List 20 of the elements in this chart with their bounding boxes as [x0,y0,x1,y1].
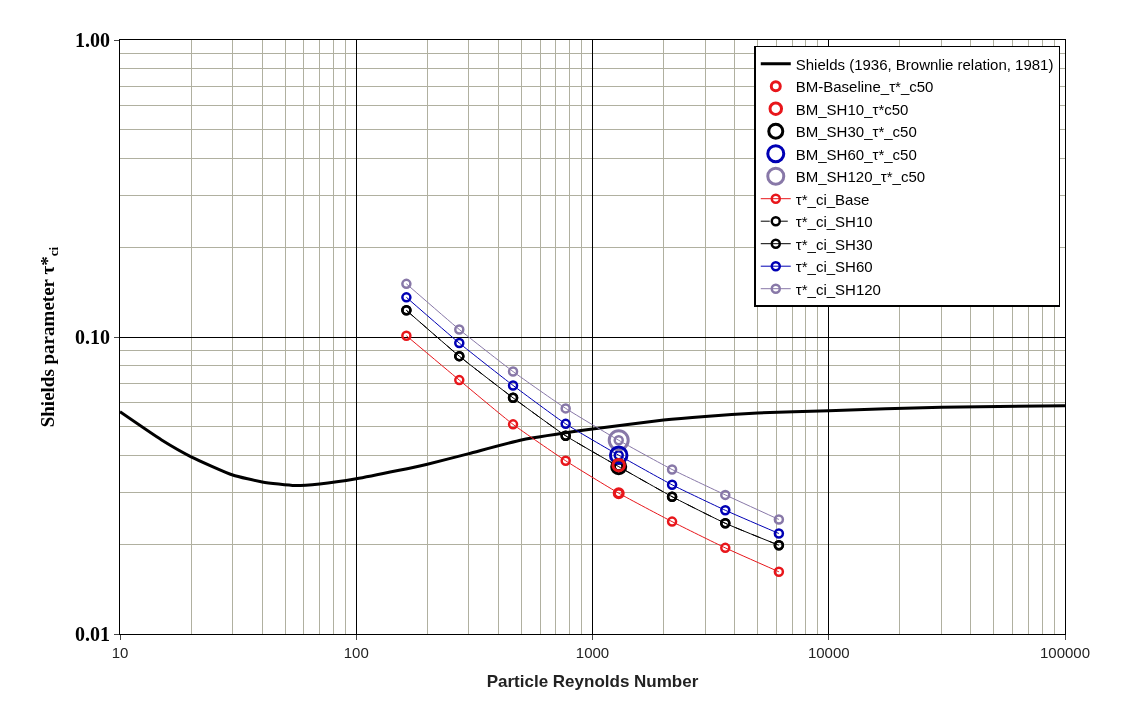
legend-label: τ*_ci_SH10 [795,213,873,231]
legend-label: τ*_ci_Base [795,190,870,208]
x-tick-label: 1000 [575,644,610,661]
x-tick-label: 10 [111,644,129,661]
x-axis-title: Particle Reynolds Number [486,672,699,692]
legend-label: Shields (1936, Brownlie relation, 1981) [795,55,1054,73]
x-tick-label: 100 [343,644,369,661]
legend-label: τ*_ci_SH60 [795,258,873,276]
legend-label: BM-Baseline_τ*_c50 [795,78,934,96]
legend-label: BM_SH60_τ*_c50 [795,145,917,163]
legend-label: BM_SH120_τ*_c50 [795,168,926,186]
legend-label: τ*_ci_SH120 [795,280,881,298]
y-tick-label: 1.00 [75,29,110,51]
legend-label: BM_SH10_τ*c50 [795,100,909,118]
x-tick-label: 10000 [807,644,850,661]
x-tick-label: 100000 [1039,644,1091,661]
legend-label: BM_SH30_τ*_c50 [795,123,917,141]
legend-label: τ*_ci_SH30 [795,235,873,253]
y-tick-label: 0.01 [75,623,110,645]
y-tick-label: 0.10 [75,326,110,348]
